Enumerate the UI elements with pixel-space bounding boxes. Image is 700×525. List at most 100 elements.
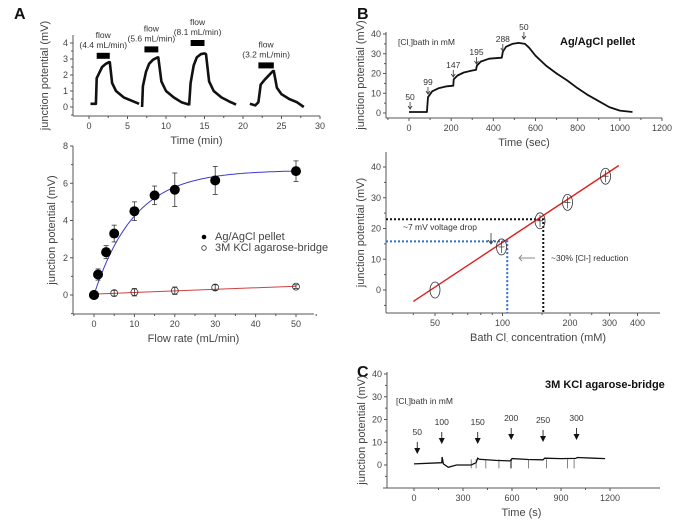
y-axis-label: junction potential (mV) xyxy=(356,375,368,485)
data-point-kcl xyxy=(170,286,179,295)
chart-title: Ag/AgCl pellet xyxy=(560,36,636,48)
arrow-left-icon xyxy=(518,254,535,262)
x-tick-label: 0 xyxy=(406,123,411,133)
arrow-down-icon xyxy=(438,438,445,444)
subtitle-cl-bath: [Cl-]bath in mM xyxy=(396,396,453,408)
x-tick-label: 30 xyxy=(210,319,220,329)
panel-label-b: B xyxy=(357,6,369,23)
trace-line xyxy=(187,52,237,106)
trace-line xyxy=(140,56,190,108)
x-tick-label: 100 xyxy=(495,318,510,328)
trace-line xyxy=(249,69,305,109)
y-tick-label: 0 xyxy=(63,102,68,112)
y-tick-label: 3 xyxy=(63,54,68,64)
flow-rate-label: (8.1 mL/min) xyxy=(174,27,222,37)
y-tick-label: 8 xyxy=(63,141,68,151)
data-point-ag-agcl xyxy=(101,247,112,258)
chart-a-bottom: 0 10 20 30 40 50 0 2 4 6 8 Flow rate (mL/min) juncti… xyxy=(46,141,328,345)
y-tick-label: 20 xyxy=(371,69,381,79)
step-label: 147 xyxy=(446,60,460,70)
data-point-ag-agcl xyxy=(149,190,160,201)
x-tick-label: 0 xyxy=(411,493,416,503)
annotation-voltage-drop: ~7 mV voltage drop xyxy=(403,222,477,232)
arrow-down-icon xyxy=(573,434,580,440)
x-tick-label: 50 xyxy=(291,319,301,329)
x-tick-label: 0 xyxy=(86,121,91,131)
data-point xyxy=(562,193,573,211)
y-tick-label: 0 xyxy=(377,460,382,470)
step-arrowhead xyxy=(425,90,431,95)
panel-label-a: A xyxy=(14,6,26,23)
legend-marker-kcl xyxy=(201,245,207,251)
y-tick-label: 2 xyxy=(63,253,68,263)
y-tick-label: 30 xyxy=(371,49,381,59)
step-arrowhead xyxy=(500,47,506,52)
data-point-kcl xyxy=(110,289,119,298)
x-axis-label: Bath Cl- concentration (mM) xyxy=(470,332,606,345)
step-arrowhead xyxy=(474,60,479,65)
step-arrowhead xyxy=(450,73,456,78)
y-tick-label: 40 xyxy=(371,29,381,39)
arrow-down-icon xyxy=(508,434,515,440)
y-tick-label: 30 xyxy=(372,392,382,402)
x-tick-label: 400 xyxy=(630,318,645,328)
y-axis-label: junction potential (mV) xyxy=(355,20,367,130)
flow-label: flow xyxy=(96,30,112,40)
data-point xyxy=(534,212,546,230)
data-point-kcl xyxy=(211,283,220,292)
y-tick-label: 40 xyxy=(371,162,381,172)
flow-bar xyxy=(96,52,110,59)
x-tick-label: 0 xyxy=(91,319,96,329)
y-tick-label: 10 xyxy=(371,88,381,98)
trace-line xyxy=(90,60,140,106)
x-tick-label: 300 xyxy=(602,318,617,328)
chart-b-bottom: 50 100 200 300 400 0 10 20 30 40 junction potentia… xyxy=(355,152,660,345)
step-arrowhead xyxy=(521,35,527,40)
x-tick-label: 300 xyxy=(455,493,470,503)
flow-bar xyxy=(190,40,205,46)
data-point-ag-agcl xyxy=(93,269,104,280)
x-axis-label: Time (min) xyxy=(170,135,222,147)
x-tick-label: 40 xyxy=(251,319,261,329)
step-label: 195 xyxy=(469,47,483,57)
x-tick-label: 400 xyxy=(486,123,501,133)
y-tick-label: 10 xyxy=(371,254,381,264)
data-point-ag-agcl xyxy=(210,175,221,186)
data-point-ag-agcl xyxy=(169,184,180,195)
flow-label: flow xyxy=(190,17,206,27)
subtitle-cl-bath: [Cl-]bath in mM xyxy=(398,37,455,49)
x-tick-label: 30 xyxy=(315,121,325,131)
chart-a-top: 0 5 10 15 20 25 30 0 1 2 3 4 Time (min) junction pote… xyxy=(39,17,325,147)
x-axis-label: Time (s) xyxy=(502,507,542,519)
x-tick-label: 1200 xyxy=(600,493,620,503)
x-tick-label: 600 xyxy=(528,123,543,133)
data-point-ag-agcl xyxy=(291,166,301,177)
step-label: 50 xyxy=(519,22,529,32)
legend-label-kcl: 3M KCl agarose-bridge xyxy=(215,242,328,254)
flow-label: flow xyxy=(144,23,160,33)
arrow-down-icon xyxy=(540,436,547,442)
data-point-kcl xyxy=(130,288,139,297)
x-tick-label: 1000 xyxy=(610,123,630,133)
x-tick-label: 800 xyxy=(570,123,585,133)
data-point-ag-agcl xyxy=(109,228,120,239)
x-tick-label: 20 xyxy=(238,121,248,131)
step-label: 50 xyxy=(405,92,415,102)
y-tick-label: 0 xyxy=(63,290,68,300)
step-label: 99 xyxy=(423,77,433,87)
data-point-ag-agcl xyxy=(129,206,140,217)
y-axis-label: junction potential (mV) xyxy=(39,21,51,131)
arrow-down-icon xyxy=(474,438,481,444)
panel-label-c: C xyxy=(357,364,369,381)
flow-bar xyxy=(144,46,159,53)
y-axis-label: junction potential (mV) xyxy=(355,178,367,288)
x-tick-label: 200 xyxy=(562,318,577,328)
y-tick-label: 4 xyxy=(63,216,68,226)
guide-black-dotted xyxy=(386,218,545,313)
fit-curve-ag-agcl xyxy=(93,170,296,296)
annotation-cl-reduction: ~30% [Cl-] reduction xyxy=(551,253,629,263)
y-tick-label: 40 xyxy=(372,369,382,379)
y-tick-label: 0 xyxy=(376,108,381,118)
step-label: 50 xyxy=(413,427,423,437)
